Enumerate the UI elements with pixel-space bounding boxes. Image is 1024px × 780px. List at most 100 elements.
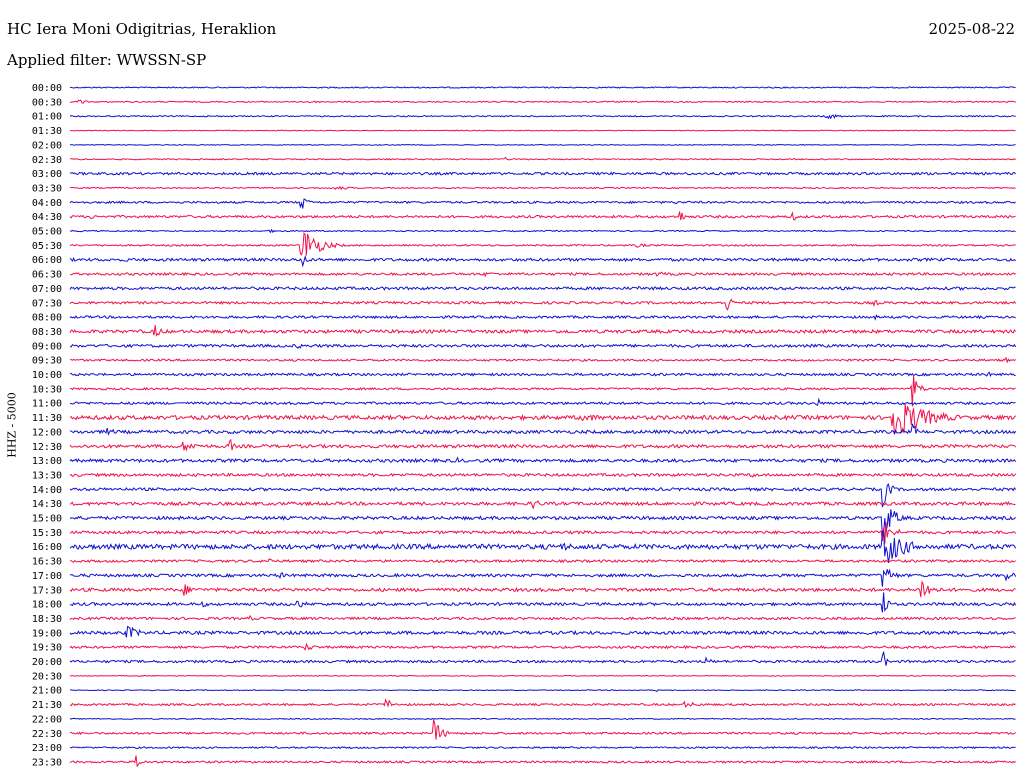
trace-line [69,86,1016,89]
time-tick-label: 22:30 [32,729,62,740]
time-tick-label: 07:00 [32,284,62,295]
time-tick-label: 20:30 [32,671,62,682]
trace-line [69,185,1016,191]
trace-line [69,325,1016,337]
time-tick-label: 10:00 [32,370,62,381]
time-tick-label: 01:00 [32,112,62,123]
time-tick-label: 00:30 [32,97,62,108]
trace-line [69,343,1017,349]
trace-line [69,254,1016,268]
time-tick-label: 11:00 [32,399,62,410]
trace-line [69,143,1016,146]
trace-line [69,397,1016,406]
time-tick-label: 13:00 [32,456,62,467]
trace-line [69,558,1016,564]
trace-line [70,356,1016,364]
trace-line [70,592,1017,613]
time-tick-label: 14:00 [32,485,62,496]
trace-line [69,500,1016,510]
trace-line [69,522,1017,544]
time-tick-label: 02:30 [32,155,62,166]
time-tick-label: 23:30 [32,757,62,768]
trace-line [69,211,1016,221]
time-tick-label: 03:00 [32,169,62,180]
trace-line [69,625,1016,638]
time-tick-label: 12:30 [32,442,62,453]
trace-line [69,438,1016,452]
time-tick-label: 09:30 [32,356,62,367]
date-label: 2025-08-22 [928,20,1015,38]
trace-line [69,642,1016,651]
time-tick-label: 12:00 [32,427,62,438]
trace-line [69,580,1016,598]
trace-line [69,746,1016,750]
trace-line [69,472,1016,478]
time-tick-label: 04:00 [32,198,62,209]
trace-line [70,719,1016,740]
time-tick-label: 10:30 [32,384,62,395]
trace-line [69,423,1017,436]
station-title: HC Iera Moni Odigitrias, Heraklion [7,20,277,38]
trace-line [69,156,1016,161]
trace-line [69,651,1016,666]
trace-line [69,717,1016,721]
time-tick-label: 02:00 [32,140,62,151]
trace-line [69,530,1017,564]
time-tick-label: 00:00 [32,83,62,94]
trace-line [69,371,1016,377]
trace-line [69,129,1016,132]
time-tick-label: 15:00 [32,514,62,525]
time-tick-label: 19:00 [32,628,62,639]
time-tick-label: 20:00 [32,657,62,668]
time-tick-label: 08:00 [32,313,62,324]
trace-line [69,456,1017,464]
time-tick-label: 04:30 [32,212,62,223]
time-tick-label: 06:00 [32,255,62,266]
trace-line [69,689,1016,693]
time-tick-label: 11:30 [32,413,62,424]
time-tick-label: 17:30 [32,585,62,596]
time-tick-label: 19:30 [32,643,62,654]
time-tick-label: 07:30 [32,298,62,309]
time-tick-label: 23:00 [32,743,62,754]
trace-line [69,298,1017,311]
trace-line [69,228,1016,234]
time-tick-label: 16:30 [32,557,62,568]
trace-line [70,403,1016,435]
time-tick-label: 09:00 [32,341,62,352]
trace-line [69,171,1016,176]
trace-line [69,285,1016,291]
time-tick-label: 13:30 [32,470,62,481]
time-tick-label: 14:30 [32,499,62,510]
time-tick-label: 06:30 [32,270,62,281]
time-tick-label: 05:30 [32,241,62,252]
time-tick-label: 16:00 [32,542,62,553]
filter-label: Applied filter: WWSSN-SP [7,51,207,69]
trace-line [69,483,1017,508]
time-tick-label: 17:00 [32,571,62,582]
time-tick-label: 21:00 [32,686,62,697]
time-tick-label: 18:30 [32,614,62,625]
trace-line [69,509,1016,538]
trace-line [69,271,1016,278]
trace-line [69,314,1016,321]
trace-line [69,755,1016,768]
time-tick-label: 18:00 [32,600,62,611]
time-tick-label: 15:30 [32,528,62,539]
trace-line [69,99,1016,104]
time-tick-label: 05:00 [32,227,62,238]
time-tick-label: 01:30 [32,126,62,137]
trace-line [69,114,1016,120]
time-tick-label: 03:30 [32,183,62,194]
trace-line [69,698,1016,708]
time-tick-label: 22:00 [32,714,62,725]
time-tick-label: 21:30 [32,700,62,711]
trace-line [69,614,1016,621]
trace-line [69,198,1016,209]
trace-line [69,568,1017,587]
trace-line [69,375,1016,407]
trace-line [69,232,1016,256]
time-tick-label: 08:30 [32,327,62,338]
trace-line [69,674,1016,677]
